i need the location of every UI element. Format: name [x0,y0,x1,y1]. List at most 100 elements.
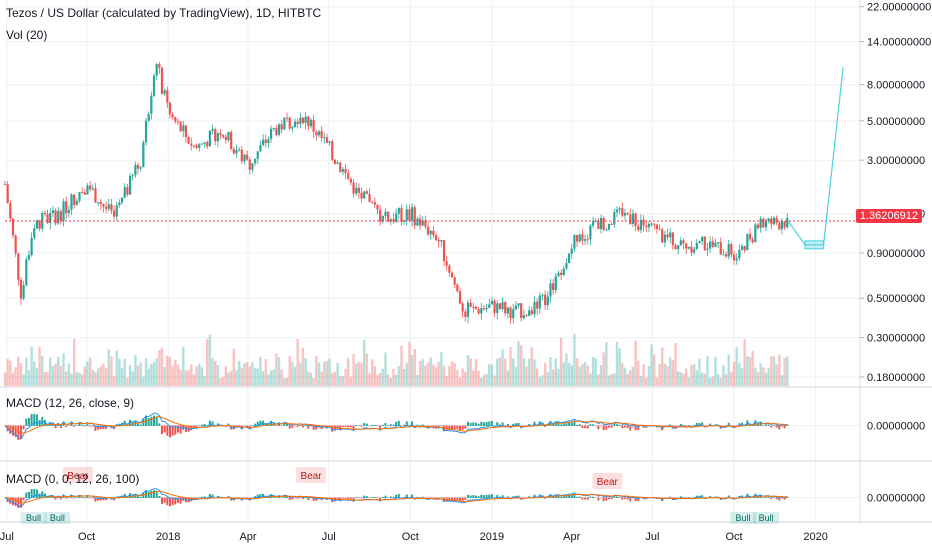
macd2-histogram-bar [381,497,384,498]
volume-bar [687,377,691,386]
macd2-signal-line [4,490,788,504]
macd2-histogram-bar [349,497,352,499]
volume-bar [355,363,358,386]
macd1-histogram-bar [541,422,544,426]
candle-body [677,245,680,250]
macd1-histogram-bar [477,423,480,426]
volume-bar [325,360,329,386]
volume-bar [259,356,262,386]
macd1-histogram-bar [349,425,352,428]
volume-bar [17,356,20,386]
volume-bar [64,371,68,386]
volume-bar [437,361,440,386]
volume-bar [307,371,310,386]
macd2-histogram-bar [206,497,209,498]
candle-body [291,127,294,129]
volume-bar [743,339,746,386]
macd1-histogram-bar [25,418,28,426]
volume-bar [253,368,257,386]
candle-body [509,307,512,319]
candle-body [560,272,563,275]
macd2-histogram-bar [466,494,469,498]
macd1-histogram-bar [243,425,246,426]
macd2-histogram-bar [482,495,485,498]
candle-body [269,128,273,139]
candle-body [413,207,416,226]
volume-bar [613,373,616,386]
current-price-tag: 1.36206912 [855,209,922,223]
macd1-histogram-bar [408,425,411,427]
x-tick-label: 2019 [480,531,504,543]
volume-bar [589,373,592,386]
candle-body [661,229,664,243]
macd2-y-tick-label: 0.00000000 [867,493,925,505]
volume-bar [426,362,430,386]
volume-bar [245,361,249,386]
volume-bar [692,363,696,386]
candle-body [440,240,443,242]
candle-body [562,268,565,275]
candle-body [602,217,605,230]
macd2-histogram-bar [357,497,360,499]
macd2-histogram-bar [57,496,60,498]
candle-body [714,242,717,247]
macd1-histogram-bar [576,425,579,426]
candle-body [230,132,233,150]
volume-bar [315,356,318,386]
candle-body [293,121,297,128]
macd1-histogram-bar [75,425,78,426]
macd1-histogram-bar [139,424,142,426]
macd2-histogram-bar [54,497,57,500]
candle-body [448,265,451,273]
candle-body [573,234,576,249]
candle-body [264,139,267,144]
volume-bar [386,374,390,386]
volume-bar [496,358,499,386]
macd2-histogram-bar [458,497,461,502]
x-tick-label: Apr [563,531,580,543]
macd1-histogram-bar [286,424,289,426]
candle-body [732,254,736,261]
macd1-signal-line [4,416,788,434]
volume-bar [509,346,512,386]
candle-body [203,142,206,144]
macd2-histogram-bar [11,497,14,506]
macd2-histogram-bar [171,497,174,506]
macd1-histogram-bar [158,423,161,426]
candle-body [355,187,358,194]
y-tick-label: 5.00000000 [867,116,925,128]
volume-bar [384,352,387,386]
candle-body [575,234,579,242]
volume-bar [261,371,265,386]
macd1-histogram-bar [65,425,68,427]
macd2-histogram-bar [182,497,185,501]
volume-bar [291,361,294,386]
macd2-histogram-bar [190,497,193,502]
macd1-histogram-bar [11,425,14,436]
macd1-histogram-bar [91,425,94,427]
volume-bar [166,355,169,386]
macd1-histogram-bar [634,425,637,431]
candle-body [51,210,54,213]
macd2-histogram-bar [379,497,382,500]
candle-body [770,218,773,225]
volume-bar [174,359,177,386]
candle-body [679,240,682,246]
volume-bar [389,377,393,386]
macd2-histogram-bar [677,497,680,499]
macd1-histogram-bar [94,425,97,431]
macd2-histogram-bar [416,496,419,498]
volume-bar [461,368,464,386]
macd2-histogram-bar [65,497,68,499]
volume-label: Vol (20) [6,28,48,42]
volume-bar [410,355,414,386]
volume-bar [49,357,52,386]
macd1-histogram-bar [251,425,254,426]
macd2-histogram-bar [355,497,358,498]
candle-body [35,220,39,229]
volume-bar [682,373,685,386]
macd1-histogram-bar [557,422,560,426]
candle-body [118,202,121,206]
candle-body [192,145,196,147]
